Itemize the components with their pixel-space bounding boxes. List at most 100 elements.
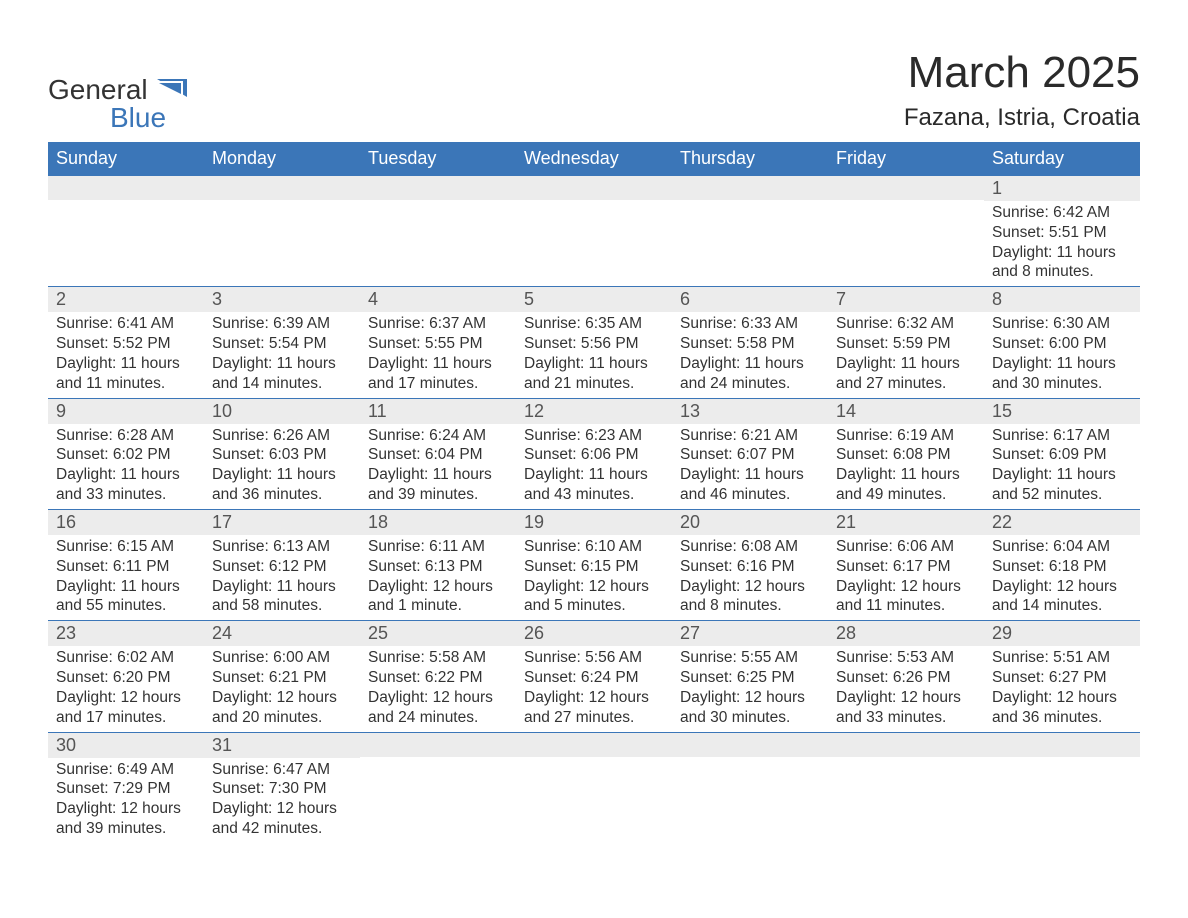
sunrise-text: Sunrise: 6:15 AM — [56, 537, 196, 557]
day-number: 28 — [828, 621, 984, 646]
day-number: 9 — [48, 399, 204, 424]
day-details: Sunrise: 6:10 AMSunset: 6:15 PMDaylight:… — [516, 535, 672, 620]
day-number: 12 — [516, 399, 672, 424]
sunrise-text: Sunrise: 6:41 AM — [56, 314, 196, 334]
day-number — [360, 733, 516, 757]
day-cell: 24Sunrise: 6:00 AMSunset: 6:21 PMDayligh… — [204, 621, 360, 732]
day-details: Sunrise: 6:13 AMSunset: 6:12 PMDaylight:… — [204, 535, 360, 620]
day-details: Sunrise: 6:49 AMSunset: 7:29 PMDaylight:… — [48, 758, 204, 843]
daylight-text: Daylight: 12 hours and 11 minutes. — [836, 577, 976, 617]
sunrise-text: Sunrise: 5:51 AM — [992, 648, 1132, 668]
day-number: 16 — [48, 510, 204, 535]
daylight-text: Daylight: 11 hours and 46 minutes. — [680, 465, 820, 505]
day-header-row: Sunday Monday Tuesday Wednesday Thursday… — [48, 142, 1140, 176]
day-details: Sunrise: 6:19 AMSunset: 6:08 PMDaylight:… — [828, 424, 984, 509]
day-cell: 9Sunrise: 6:28 AMSunset: 6:02 PMDaylight… — [48, 398, 204, 509]
day-cell: 4Sunrise: 6:37 AMSunset: 5:55 PMDaylight… — [360, 287, 516, 398]
sunrise-text: Sunrise: 6:13 AM — [212, 537, 352, 557]
day-number — [48, 176, 204, 200]
sunrise-text: Sunrise: 6:11 AM — [368, 537, 508, 557]
day-cell: 26Sunrise: 5:56 AMSunset: 6:24 PMDayligh… — [516, 621, 672, 732]
day-cell: 16Sunrise: 6:15 AMSunset: 6:11 PMDayligh… — [48, 509, 204, 620]
sunrise-text: Sunrise: 6:23 AM — [524, 426, 664, 446]
daylight-text: Daylight: 12 hours and 24 minutes. — [368, 688, 508, 728]
day-number: 17 — [204, 510, 360, 535]
daylight-text: Daylight: 11 hours and 43 minutes. — [524, 465, 664, 505]
sunrise-text: Sunrise: 6:47 AM — [212, 760, 352, 780]
sunset-text: Sunset: 6:13 PM — [368, 557, 508, 577]
logo-word-general: General — [48, 74, 148, 105]
sunset-text: Sunset: 6:18 PM — [992, 557, 1132, 577]
day-cell: 30Sunrise: 6:49 AMSunset: 7:29 PMDayligh… — [48, 732, 204, 843]
daylight-text: Daylight: 12 hours and 27 minutes. — [524, 688, 664, 728]
day-number: 20 — [672, 510, 828, 535]
sunset-text: Sunset: 7:29 PM — [56, 779, 196, 799]
day-number: 27 — [672, 621, 828, 646]
day-number: 29 — [984, 621, 1140, 646]
sunset-text: Sunset: 6:26 PM — [836, 668, 976, 688]
day-details: Sunrise: 6:30 AMSunset: 6:00 PMDaylight:… — [984, 312, 1140, 397]
logo-text: General Blue — [48, 76, 187, 132]
calendar-table: Sunday Monday Tuesday Wednesday Thursday… — [48, 142, 1140, 843]
day-number — [984, 733, 1140, 757]
day-number: 3 — [204, 287, 360, 312]
daylight-text: Daylight: 11 hours and 27 minutes. — [836, 354, 976, 394]
sunset-text: Sunset: 7:30 PM — [212, 779, 352, 799]
col-tuesday: Tuesday — [360, 142, 516, 176]
header: General Blue March 2025 Fazana, Istria, … — [48, 48, 1140, 132]
sunset-text: Sunset: 6:08 PM — [836, 445, 976, 465]
day-details: Sunrise: 5:53 AMSunset: 6:26 PMDaylight:… — [828, 646, 984, 731]
day-number: 11 — [360, 399, 516, 424]
day-cell: 11Sunrise: 6:24 AMSunset: 6:04 PMDayligh… — [360, 398, 516, 509]
sunset-text: Sunset: 6:00 PM — [992, 334, 1132, 354]
sunrise-text: Sunrise: 6:39 AM — [212, 314, 352, 334]
sunset-text: Sunset: 6:20 PM — [56, 668, 196, 688]
col-thursday: Thursday — [672, 142, 828, 176]
daylight-text: Daylight: 11 hours and 49 minutes. — [836, 465, 976, 505]
day-details: Sunrise: 6:26 AMSunset: 6:03 PMDaylight:… — [204, 424, 360, 509]
day-cell — [48, 176, 204, 287]
daylight-text: Daylight: 12 hours and 33 minutes. — [836, 688, 976, 728]
sunset-text: Sunset: 5:58 PM — [680, 334, 820, 354]
location-subtitle: Fazana, Istria, Croatia — [904, 104, 1140, 132]
day-cell — [672, 176, 828, 287]
daylight-text: Daylight: 11 hours and 21 minutes. — [524, 354, 664, 394]
day-number — [360, 176, 516, 200]
day-number — [828, 733, 984, 757]
sunset-text: Sunset: 6:12 PM — [212, 557, 352, 577]
day-details: Sunrise: 5:58 AMSunset: 6:22 PMDaylight:… — [360, 646, 516, 731]
day-cell — [828, 176, 984, 287]
daylight-text: Daylight: 11 hours and 33 minutes. — [56, 465, 196, 505]
sunset-text: Sunset: 6:09 PM — [992, 445, 1132, 465]
daylight-text: Daylight: 11 hours and 52 minutes. — [992, 465, 1132, 505]
day-details: Sunrise: 6:02 AMSunset: 6:20 PMDaylight:… — [48, 646, 204, 731]
week-row: 9Sunrise: 6:28 AMSunset: 6:02 PMDaylight… — [48, 398, 1140, 509]
daylight-text: Daylight: 11 hours and 55 minutes. — [56, 577, 196, 617]
sunset-text: Sunset: 5:55 PM — [368, 334, 508, 354]
sunrise-text: Sunrise: 6:04 AM — [992, 537, 1132, 557]
sunrise-text: Sunrise: 5:53 AM — [836, 648, 976, 668]
day-cell: 20Sunrise: 6:08 AMSunset: 6:16 PMDayligh… — [672, 509, 828, 620]
day-details: Sunrise: 6:00 AMSunset: 6:21 PMDaylight:… — [204, 646, 360, 731]
daylight-text: Daylight: 12 hours and 39 minutes. — [56, 799, 196, 839]
sunset-text: Sunset: 6:04 PM — [368, 445, 508, 465]
day-details: Sunrise: 6:23 AMSunset: 6:06 PMDaylight:… — [516, 424, 672, 509]
sunrise-text: Sunrise: 6:21 AM — [680, 426, 820, 446]
sunset-text: Sunset: 6:24 PM — [524, 668, 664, 688]
sunset-text: Sunset: 5:56 PM — [524, 334, 664, 354]
day-details: Sunrise: 6:41 AMSunset: 5:52 PMDaylight:… — [48, 312, 204, 397]
daylight-text: Daylight: 12 hours and 20 minutes. — [212, 688, 352, 728]
day-details: Sunrise: 6:33 AMSunset: 5:58 PMDaylight:… — [672, 312, 828, 397]
sunset-text: Sunset: 5:51 PM — [992, 223, 1132, 243]
day-number: 23 — [48, 621, 204, 646]
title-block: March 2025 Fazana, Istria, Croatia — [904, 48, 1140, 132]
sunset-text: Sunset: 5:59 PM — [836, 334, 976, 354]
sunset-text: Sunset: 6:07 PM — [680, 445, 820, 465]
sunset-text: Sunset: 6:22 PM — [368, 668, 508, 688]
day-details: Sunrise: 6:15 AMSunset: 6:11 PMDaylight:… — [48, 535, 204, 620]
daylight-text: Daylight: 12 hours and 17 minutes. — [56, 688, 196, 728]
daylight-text: Daylight: 11 hours and 58 minutes. — [212, 577, 352, 617]
day-details: Sunrise: 6:06 AMSunset: 6:17 PMDaylight:… — [828, 535, 984, 620]
day-cell: 3Sunrise: 6:39 AMSunset: 5:54 PMDaylight… — [204, 287, 360, 398]
day-cell: 18Sunrise: 6:11 AMSunset: 6:13 PMDayligh… — [360, 509, 516, 620]
